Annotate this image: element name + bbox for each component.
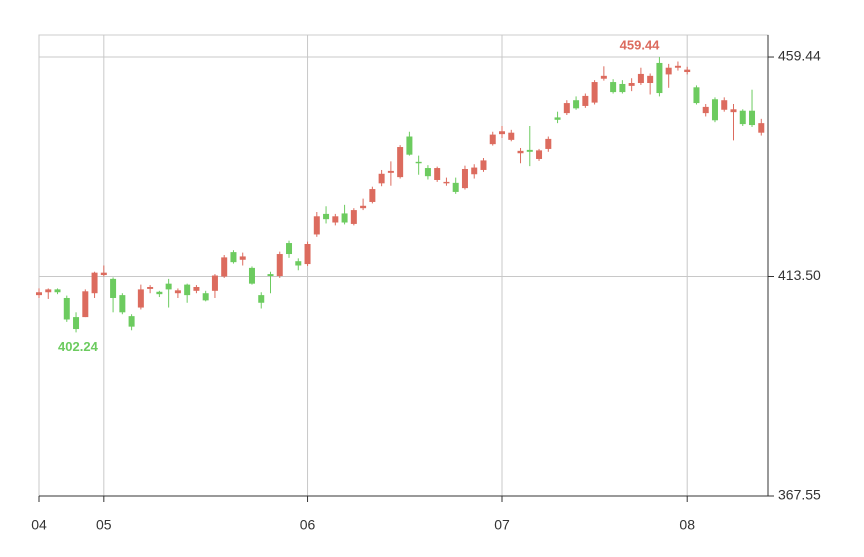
candle-body <box>758 123 765 133</box>
candle-body <box>276 254 283 277</box>
candle-body <box>369 189 376 202</box>
candle-body <box>628 83 635 86</box>
candle-body <box>230 252 237 263</box>
candle-body <box>739 110 746 125</box>
candle-body <box>508 132 515 140</box>
candle-body <box>415 161 422 164</box>
candle-body <box>434 168 441 180</box>
candle-body <box>730 109 737 113</box>
candle-body <box>749 110 756 126</box>
candle-body <box>443 181 450 184</box>
candle-body <box>73 317 80 330</box>
candle-body <box>397 147 404 178</box>
candle-body <box>424 168 431 177</box>
candle-body <box>165 283 172 290</box>
candle-body <box>610 82 617 93</box>
candle-body <box>406 136 413 155</box>
candle-body <box>248 267 255 284</box>
candle-body <box>258 295 265 303</box>
candle-body <box>591 82 598 103</box>
candle-body <box>563 103 570 114</box>
candle-body <box>295 261 302 266</box>
candle-body <box>499 131 505 135</box>
y-tick-label: 459.44 <box>778 48 821 64</box>
candle-body <box>211 275 218 291</box>
candle-body <box>137 289 144 308</box>
candle-body <box>202 293 209 301</box>
candle-body <box>332 216 339 223</box>
candle-body <box>63 297 70 320</box>
candle-body <box>452 182 459 192</box>
candle-body <box>545 138 552 149</box>
candle-body <box>147 286 154 289</box>
candle-body <box>82 291 89 318</box>
x-tick-label: 06 <box>300 517 316 533</box>
candle-body <box>304 244 311 265</box>
candle-body <box>711 99 718 121</box>
candle-body <box>582 95 589 106</box>
candle-body <box>221 257 228 277</box>
candle-body <box>100 272 107 276</box>
candle-body <box>286 243 293 255</box>
candle-body <box>665 67 672 75</box>
candle-body <box>341 213 348 223</box>
candle-body <box>480 160 487 170</box>
candle-body <box>184 284 191 296</box>
candle-body <box>684 69 691 73</box>
candle-body <box>536 150 543 159</box>
candle-body <box>619 83 626 93</box>
candle-body <box>600 75 607 79</box>
candle-body <box>350 210 357 224</box>
candle-body <box>378 173 385 184</box>
candle-body <box>323 213 330 220</box>
candle-body <box>637 73 644 84</box>
x-tick-label: 08 <box>679 517 695 533</box>
candle-body <box>387 170 394 173</box>
min-label: 402.24 <box>58 339 99 354</box>
candle-body <box>174 290 181 294</box>
y-tick-label: 413.50 <box>778 267 821 283</box>
candle-body <box>573 100 580 109</box>
candle-body <box>45 289 52 293</box>
x-tick-label: 05 <box>96 517 112 533</box>
x-tick-label: 04 <box>31 517 47 533</box>
candle-body <box>702 106 709 114</box>
candle-body <box>156 291 163 295</box>
candle-body <box>693 87 700 104</box>
x-tick-label: 07 <box>494 517 510 533</box>
candle-body <box>91 272 98 294</box>
candle-body <box>313 216 320 235</box>
candle-body <box>128 316 135 327</box>
max-label: 459.44 <box>620 37 661 52</box>
candle-body <box>267 274 274 277</box>
candle-body <box>360 205 367 209</box>
candle-body <box>656 62 663 94</box>
plot-area <box>38 34 769 497</box>
candle-body <box>674 65 681 68</box>
candle-body <box>193 286 200 291</box>
candle-body <box>489 134 496 145</box>
candle-body <box>647 75 654 84</box>
candle-body <box>526 149 533 152</box>
candle-body <box>554 117 561 120</box>
candle-body <box>239 256 246 260</box>
candle-body <box>517 150 524 154</box>
candle-body <box>54 289 61 293</box>
candle-body <box>36 292 42 296</box>
y-tick-label: 367.55 <box>778 487 821 503</box>
candle-body <box>471 167 478 175</box>
candle-body <box>461 169 468 189</box>
candle-body <box>721 100 728 110</box>
candle-body <box>119 295 126 313</box>
candle-body <box>110 278 117 298</box>
